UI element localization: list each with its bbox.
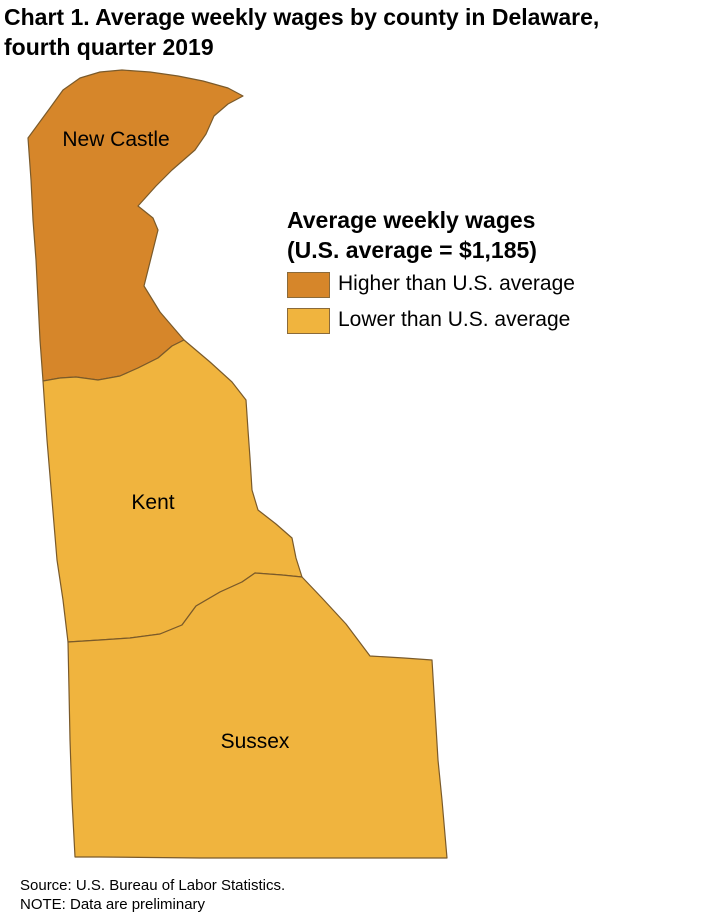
county-label-new-castle: New Castle bbox=[62, 128, 169, 151]
legend-item-lower: Lower than U.S. average bbox=[287, 305, 570, 341]
legend-label-lower: Lower than U.S. average bbox=[338, 308, 571, 331]
footnotes: Source: U.S. Bureau of Labor Statistics.… bbox=[20, 876, 285, 914]
chart-title-line-1: Chart 1. Average weekly wages by county … bbox=[4, 4, 600, 30]
data-note: NOTE: Data are preliminary bbox=[20, 896, 206, 913]
county-new-castle[interactable] bbox=[27, 69, 244, 382]
legend-swatch-higher bbox=[287, 272, 330, 298]
legend-item-higher: Higher than U.S. average bbox=[287, 269, 575, 305]
legend-swatch-lower bbox=[287, 308, 330, 334]
chart-title-line-2: fourth quarter 2019 bbox=[4, 34, 214, 60]
legend-title: Average weekly wages (U.S. average = $1,… bbox=[287, 205, 537, 265]
county-label-kent: Kent bbox=[131, 491, 174, 514]
county-label-sussex: Sussex bbox=[221, 730, 290, 753]
county-sussex[interactable] bbox=[67, 572, 448, 859]
chart-title: Chart 1. Average weekly wages by county … bbox=[4, 2, 720, 62]
source-note: Source: U.S. Bureau of Labor Statistics. bbox=[20, 877, 286, 894]
legend: Average weekly wages (U.S. average = $1,… bbox=[287, 205, 575, 341]
legend-label-higher: Higher than U.S. average bbox=[338, 272, 575, 295]
legend-title-line-2: (U.S. average = $1,185) bbox=[287, 237, 537, 263]
legend-title-line-1: Average weekly wages bbox=[287, 207, 536, 233]
